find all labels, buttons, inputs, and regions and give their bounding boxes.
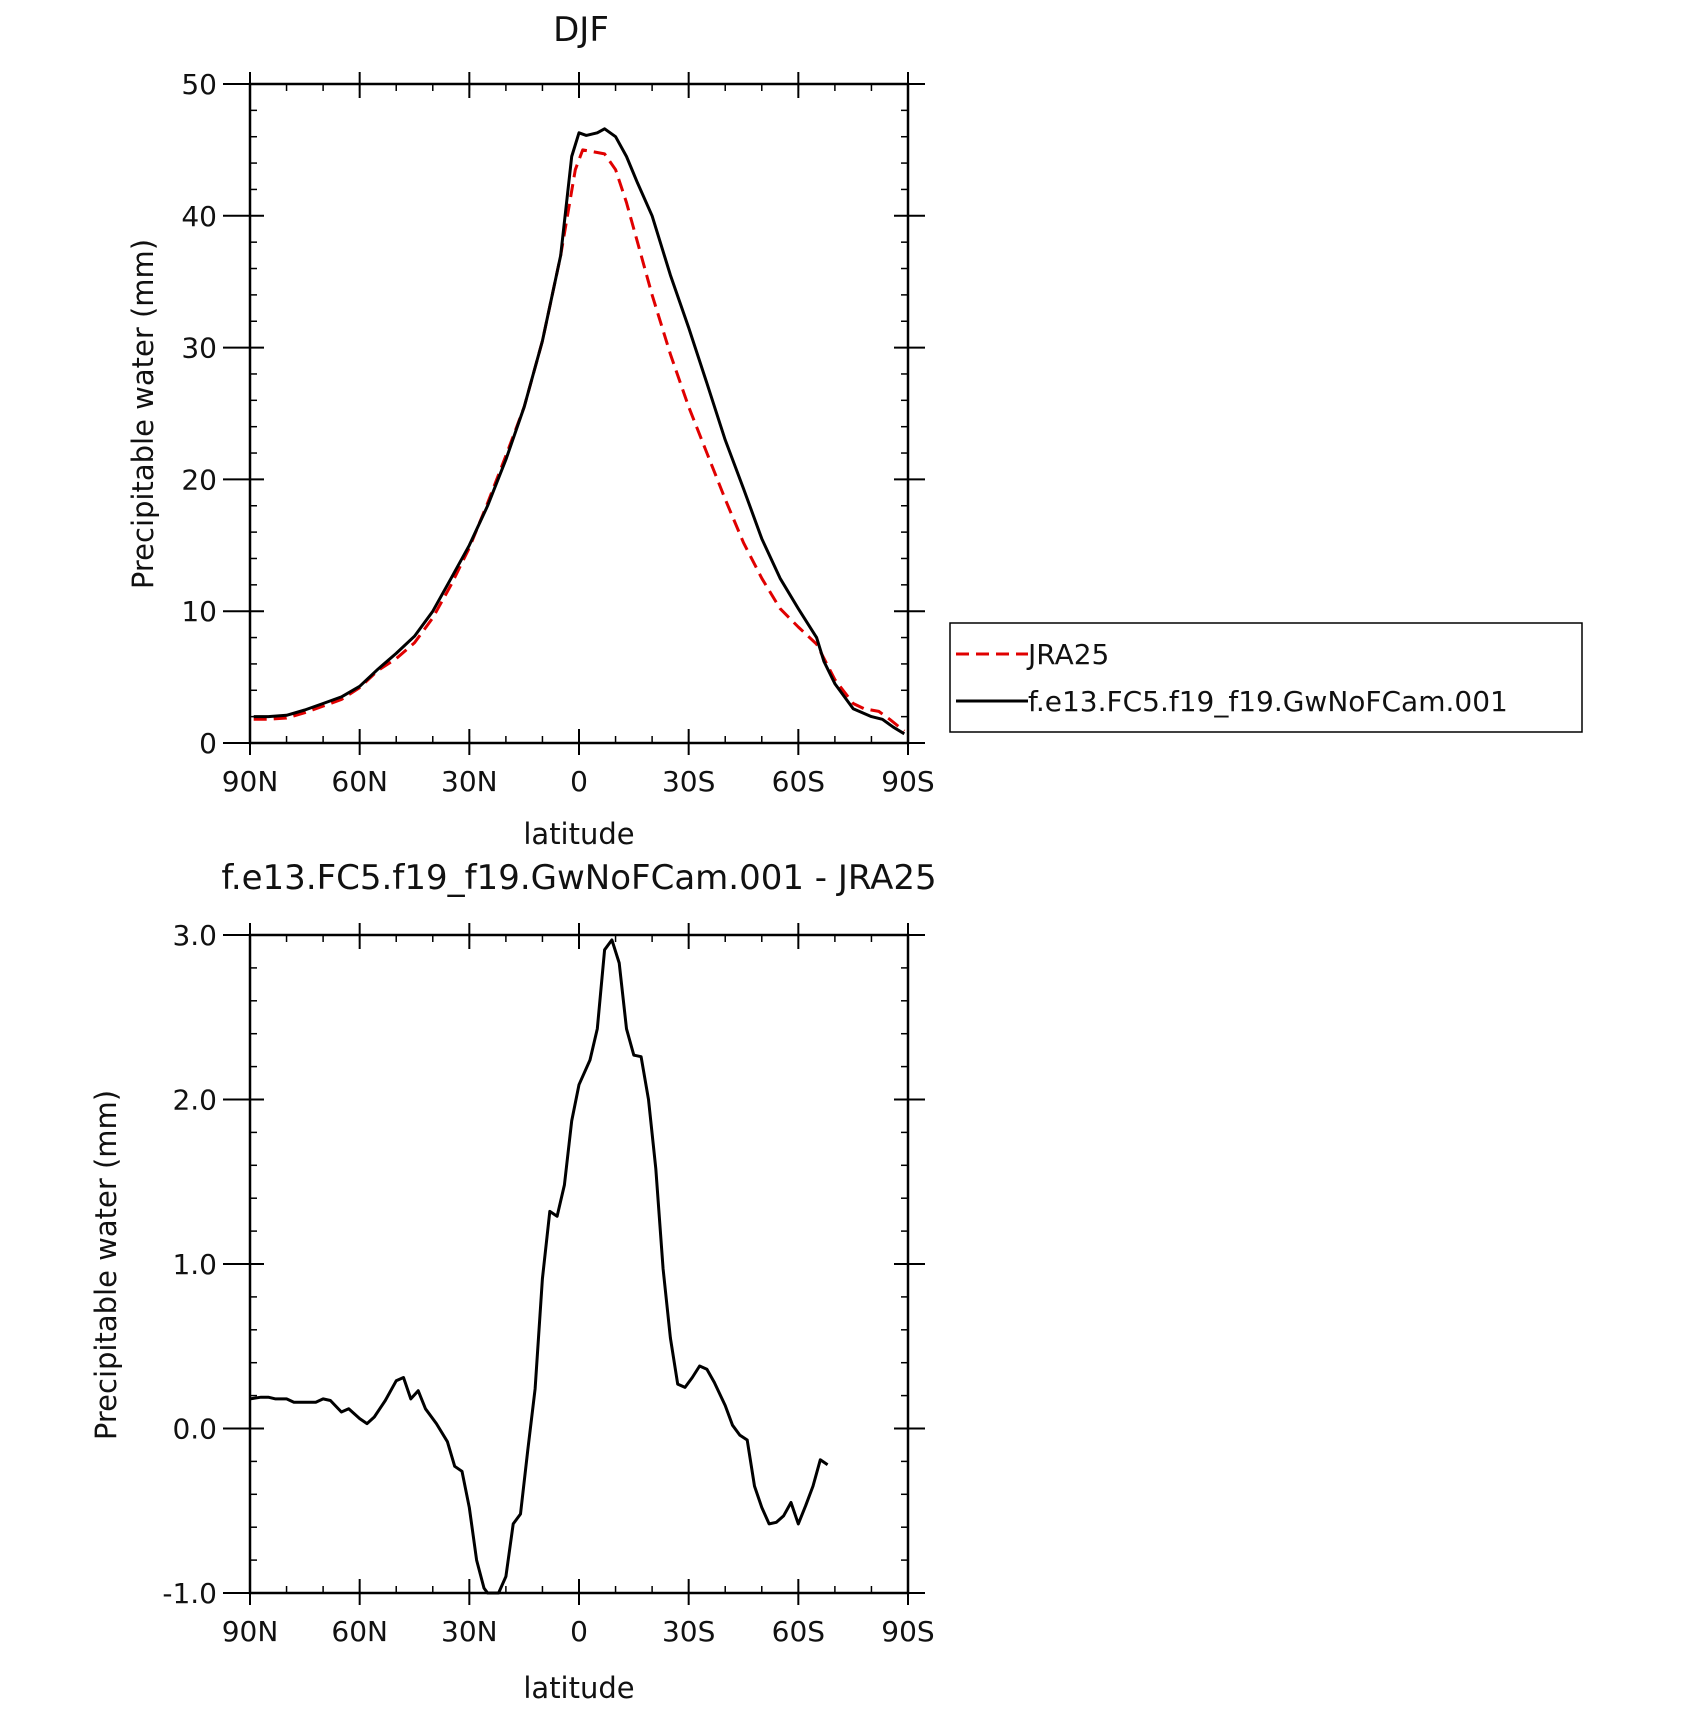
x-tick-label: 90S bbox=[881, 1615, 934, 1648]
bottom-x-axis-label: latitude bbox=[523, 1671, 634, 1705]
x-tick-label: 60S bbox=[772, 765, 825, 798]
y-tick-label: 40 bbox=[181, 200, 217, 233]
x-tick-label: 60S bbox=[772, 1615, 825, 1648]
legend: JRA25 f.e13.FC5.f19_f19.GwNoFCam.001 bbox=[949, 622, 1583, 733]
top-x-axis-label: latitude bbox=[523, 817, 634, 851]
y-tick-label: 0.0 bbox=[172, 1413, 217, 1446]
top-y-axis-label: Precipitable water (mm) bbox=[126, 239, 160, 589]
bottom-chart-title: f.e13.FC5.f19_f19.GwNoFCam.001 - JRA25 bbox=[221, 858, 936, 898]
legend-box bbox=[949, 622, 1583, 733]
top-series bbox=[253, 127, 906, 736]
y-tick-label: 0 bbox=[199, 727, 217, 760]
x-tick-label: 60N bbox=[331, 1615, 388, 1648]
y-tick-label: 50 bbox=[181, 68, 217, 101]
bottom-series bbox=[249, 938, 829, 1595]
x-tick-label: 30N bbox=[441, 1615, 498, 1648]
top-chart-title: DJF bbox=[553, 10, 609, 50]
bottom-y-axis-label: Precipitable water (mm) bbox=[89, 1090, 123, 1440]
legend-label-model: f.e13.FC5.f19_f19.GwNoFCam.001 bbox=[1028, 685, 1508, 718]
top-panel: DJF 90N 60N 30N 0 30S 60S 90S 0 10 20 30 40 50 latit… bbox=[126, 10, 935, 851]
legend-label-jra25: JRA25 bbox=[1026, 638, 1109, 671]
bottom-plot-frame bbox=[248, 933, 910, 1595]
y-tick-label: 20 bbox=[181, 463, 217, 496]
x-tick-label: 0 bbox=[570, 1615, 588, 1648]
x-tick-label: 30S bbox=[662, 1615, 715, 1648]
bottom-panel: f.e13.FC5.f19_f19.GwNoFCam.001 - JRA25 9… bbox=[89, 858, 937, 1705]
y-tick-label: 1.0 bbox=[172, 1248, 217, 1281]
y-tick-label: 30 bbox=[181, 332, 217, 365]
y-tick-label: -1.0 bbox=[162, 1577, 217, 1610]
x-tick-label: 90N bbox=[222, 765, 279, 798]
x-tick-label: 90S bbox=[881, 765, 934, 798]
top-plot-frame bbox=[248, 82, 910, 745]
series-line bbox=[253, 127, 906, 736]
x-tick-label: 60N bbox=[331, 765, 388, 798]
y-tick-label: 2.0 bbox=[172, 1084, 217, 1117]
y-tick-label: 10 bbox=[181, 595, 217, 628]
x-tick-label: 90N bbox=[222, 1615, 279, 1648]
series-line bbox=[249, 938, 829, 1595]
x-tick-label: 0 bbox=[570, 765, 588, 798]
y-tick-label: 3.0 bbox=[172, 919, 217, 952]
x-tick-label: 30N bbox=[441, 765, 498, 798]
x-tick-label: 30S bbox=[662, 765, 715, 798]
